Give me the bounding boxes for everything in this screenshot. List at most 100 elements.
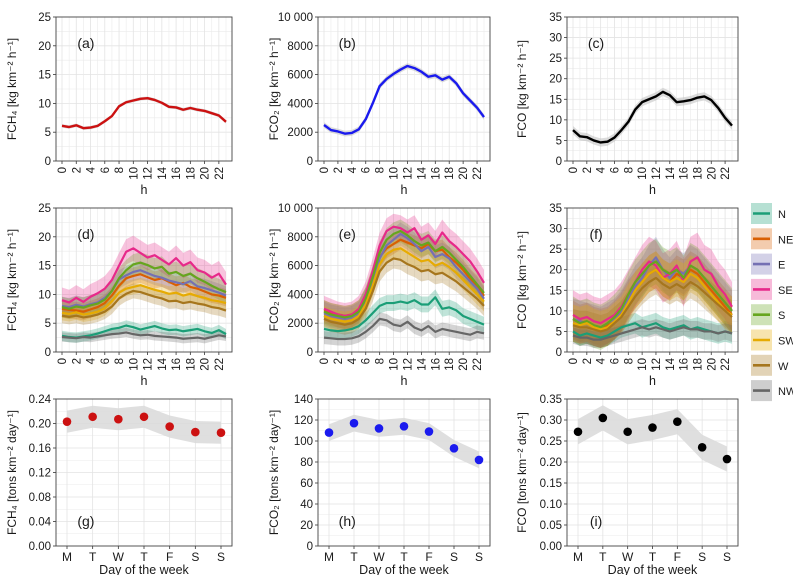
data-point — [88, 412, 97, 422]
y-tick-label: 20 — [549, 74, 562, 86]
y-tick-label: 4000 — [287, 289, 313, 301]
y-tick-label: 0 — [307, 156, 313, 168]
x-tick-label: S — [698, 550, 706, 564]
data-point — [474, 455, 484, 465]
x-tick-label: S — [191, 550, 199, 564]
legend-item-e: E — [751, 253, 785, 275]
x-tick-label: 14 — [157, 357, 169, 370]
legend-label: NE — [778, 234, 793, 246]
x-tick-label: W — [113, 550, 125, 564]
x-tick-label: 6 — [100, 358, 112, 364]
y-tick-label: 10 — [38, 98, 51, 110]
x-tick-label: 12 — [402, 167, 414, 180]
y-tick-label: 10 000 — [278, 203, 313, 215]
y-axis-title: FCO₂ [tons km⁻² day⁻¹] — [267, 410, 281, 535]
x-tick-label: 12 — [651, 358, 663, 371]
y-tick-label: 0.15 — [540, 478, 562, 490]
x-tick-label: 12 — [143, 358, 155, 371]
y-tick-label: 0 — [307, 347, 313, 359]
x-axis-title: h — [141, 183, 148, 197]
x-tick-label: 16 — [430, 358, 442, 371]
series-line — [572, 90, 733, 144]
legend-label: E — [778, 260, 785, 272]
series-line-s — [323, 229, 485, 319]
x-tick-label: 14 — [665, 166, 677, 179]
x-tick-label: 8 — [623, 167, 635, 173]
y-tick-label: 10 — [38, 289, 51, 301]
series-line-w — [61, 289, 227, 319]
x-tick-label: F — [166, 550, 173, 564]
x-tick-label: 0 — [568, 358, 580, 364]
x-tick-label: T — [400, 550, 408, 564]
x-tick-label: 8 — [375, 167, 387, 173]
x-tick-label: 0 — [319, 167, 331, 173]
y-tick-label: 20 — [38, 41, 51, 53]
data-point — [573, 427, 583, 437]
x-tick-label: T — [89, 550, 97, 564]
y-axis-title: FCO₂ [kg km⁻² h⁻¹] — [267, 38, 281, 141]
y-tick-label: 25 — [38, 203, 51, 215]
y-tick-label: 35 — [549, 12, 562, 24]
x-tick-label: 22 — [472, 167, 484, 180]
x-tick-label: 10 — [128, 167, 140, 180]
x-tick-label: M — [573, 550, 583, 564]
x-tick-label: 10 — [389, 358, 401, 371]
x-tick-label: 16 — [679, 167, 691, 180]
uncertainty-band-w — [62, 283, 226, 325]
legend-label: S — [778, 310, 785, 322]
x-tick-label: 2 — [71, 358, 83, 364]
x-axis-title: h — [401, 374, 408, 388]
uncertainty-band-n — [324, 289, 484, 340]
y-tick-label: 0 — [45, 347, 51, 359]
x-tick-label: 0 — [319, 358, 331, 364]
data-point — [722, 454, 732, 464]
y-tick-label: 100 — [294, 436, 313, 448]
legend-label: SW — [778, 336, 793, 348]
plot-frame — [317, 16, 491, 162]
panel-label: (h) — [339, 513, 356, 529]
series-line-sw — [572, 268, 733, 331]
x-tick-label: M — [62, 550, 72, 564]
plot-frame — [55, 398, 233, 547]
y-tick-label: 5 — [45, 127, 51, 139]
y-tick-label: 0 — [556, 156, 562, 168]
x-tick-label: 16 — [679, 358, 691, 371]
x-tick-label: T — [599, 550, 607, 564]
panel-label: (b) — [339, 35, 356, 51]
x-tick-label: 14 — [157, 166, 169, 179]
series-line-sw — [61, 284, 227, 316]
x-tick-label: T — [649, 550, 657, 564]
x-tick-label: 22 — [472, 358, 484, 371]
y-tick-label: 10 — [549, 115, 562, 127]
x-tick-label: 10 — [637, 358, 649, 371]
y-tick-label: 8000 — [287, 41, 313, 53]
data-point — [449, 444, 459, 453]
x-tick-label: 4 — [596, 357, 608, 364]
y-tick-label: 25 — [549, 53, 562, 65]
x-tick-label: 22 — [214, 358, 226, 371]
plot-frame — [55, 16, 233, 162]
series-line-n — [323, 296, 485, 333]
legend: N NE E SE S SW W NW — [751, 203, 793, 402]
legend-item-sw: SW — [751, 329, 793, 351]
data-point — [62, 417, 72, 426]
data-point — [399, 422, 409, 431]
x-tick-label: 4 — [596, 166, 608, 173]
legend-label: N — [778, 209, 786, 221]
x-axis-title: h — [141, 374, 148, 388]
y-tick-label: 120 — [294, 415, 313, 427]
y-tick-label: 5 — [556, 135, 562, 147]
x-tick-label: 0 — [57, 167, 69, 173]
y-tick-label: 15 — [38, 261, 51, 273]
x-tick-label: 12 — [651, 167, 663, 180]
y-tick-label: 140 — [294, 394, 313, 406]
series-line-s — [61, 261, 227, 310]
x-tick-label: 18 — [185, 167, 197, 180]
series-line-w — [323, 257, 485, 326]
y-tick-label: 20 — [549, 265, 562, 277]
x-tick-label: 0 — [568, 167, 580, 173]
x-tick-label: 14 — [416, 166, 428, 179]
